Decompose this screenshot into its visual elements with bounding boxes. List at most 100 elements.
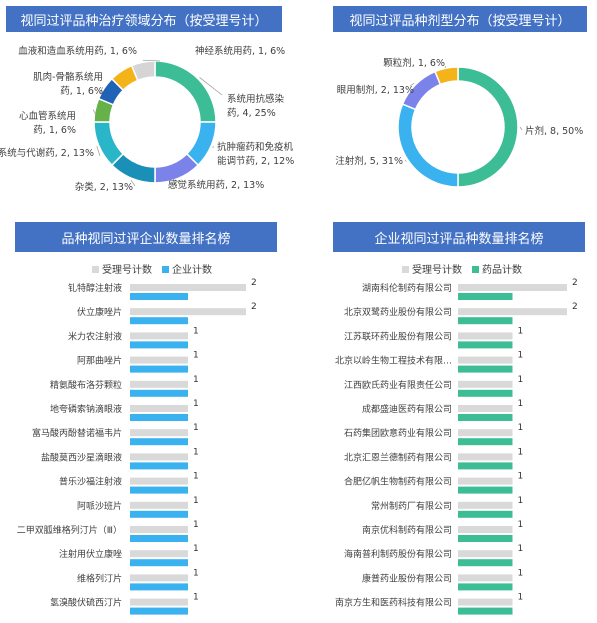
bar3-category-4: 江西欧氏药业有限责任公司 (344, 379, 452, 391)
pie1-label-2-line0: 眼用制剂, 2, 13% (337, 84, 414, 96)
bar2-category-0: 钆特醇注射液 (68, 282, 122, 294)
bar2-data-label-0: 2 (251, 278, 257, 288)
chart-title-dosage-form: 视同过评品种剂型分布（按受理号计） (333, 6, 587, 32)
bar2-data-label-2: 1 (193, 326, 199, 336)
pie0-label-6-line0: 肌肉-骨骼系统用 (33, 71, 103, 83)
bar3-bar-药品计数-0 (458, 293, 513, 300)
bar2-data-label-7: 1 (193, 447, 199, 457)
bar3-bar-受理号计数-11 (458, 550, 513, 558)
chart-title-company-ranking: 企业视同过评品种数量排名榜 (333, 222, 585, 252)
bar2-data-label-10: 1 (193, 520, 199, 530)
bar2-bar-企业计数-11 (130, 559, 188, 567)
bar3-legend-label-1: 药品计数 (482, 263, 522, 276)
pie1-leader-1 (404, 159, 407, 162)
bar3-bar-受理号计数-0 (458, 284, 567, 291)
bar2-bar-受理号计数-4 (130, 380, 188, 388)
bar2-bar-受理号计数-12 (130, 574, 188, 582)
bar3-bar-药品计数-8 (458, 486, 513, 494)
bar3-bar-药品计数-3 (458, 365, 513, 373)
pie0-label-8-line0: 神经系统用药, 1, 6% (195, 45, 285, 57)
bar2-bar-受理号计数-11 (130, 550, 188, 558)
bar2-category-2: 米力农注射液 (68, 330, 122, 342)
pie0-leader-4 (96, 146, 101, 157)
bar3-bar-药品计数-11 (458, 559, 513, 567)
pie1-label-1-line0: 注射剂, 5, 31% (335, 155, 403, 167)
bar3-category-10: 南京优科制药有限公司 (362, 524, 452, 536)
bar3-legend-label-0: 受理号计数 (412, 263, 462, 276)
bar2-bar-受理号计数-1 (130, 308, 246, 316)
bar2-bar-企业计数-1 (130, 317, 188, 325)
bar3-category-5: 成都盛迪医药有限公司 (362, 403, 452, 415)
bar2-category-10: 二甲双胍维格列汀片（Ⅲ） (17, 524, 122, 536)
bar2-category-13: 氢溴酸伏硫西汀片 (50, 597, 122, 609)
bar3-category-0: 湖南科伦制药有限公司 (362, 282, 452, 294)
pie0-label-0-line1: 药, 4, 25% (227, 108, 276, 119)
bar3-bar-药品计数-9 (458, 510, 513, 518)
pie1-leader-3 (444, 66, 447, 69)
bar3-data-label-6: 1 (518, 423, 524, 433)
bar3-legend-swatch-0 (402, 266, 409, 273)
bar2-bar-受理号计数-9 (130, 501, 188, 509)
pie0-leader-3 (130, 180, 136, 187)
pie0-slice-8 (130, 60, 156, 82)
bar3-data-label-1: 2 (572, 302, 578, 312)
bar2-data-label-9: 1 (193, 496, 199, 506)
bar3-category-11: 海南普利制药股份有限公司 (344, 548, 452, 560)
bar2-bar-受理号计数-0 (130, 284, 246, 291)
bar2-legend-swatch-0 (92, 266, 99, 273)
bar3-category-12: 康普药业股份有限公司 (362, 572, 452, 584)
bar3-bar-受理号计数-8 (458, 477, 513, 485)
bar3-bar-受理号计数-12 (458, 574, 513, 582)
bar2-data-label-6: 1 (193, 423, 199, 433)
bar3-bar-药品计数-1 (458, 317, 513, 325)
bar3-category-9: 常州制药厂有限公司 (371, 500, 452, 512)
bar2-data-label-12: 1 (193, 568, 199, 578)
pie0-leader-6 (99, 86, 103, 95)
bar3-category-1: 北京双鹭药业股份有限公司 (344, 306, 452, 318)
bar2-bar-受理号计数-3 (130, 356, 188, 364)
bar2-category-5: 地夸磷索钠滴眼液 (50, 403, 122, 415)
bar3-bar-受理号计数-1 (458, 308, 567, 316)
pie0-label-3-line0: 杂类, 2, 13% (75, 181, 133, 193)
bar3-bar-受理号计数-9 (458, 501, 513, 509)
bar2-bar-企业计数-10 (130, 535, 188, 542)
pie0-leader-8 (142, 59, 161, 62)
bar2-bar-受理号计数-7 (130, 453, 188, 461)
bar3-data-label-2: 1 (518, 326, 524, 336)
bar2-data-label-3: 1 (193, 351, 199, 361)
bar3-data-label-7: 1 (518, 447, 524, 457)
bar3-data-label-4: 1 (518, 375, 524, 385)
pie0-slice-4 (93, 121, 125, 167)
pie0-label-2-line0: 感觉系统用药, 2, 13% (168, 179, 264, 191)
chart-title-therapeutic: 视同过评品种治疗领域分布（按受理号计） (6, 6, 282, 32)
bar2-bar-受理号计数-5 (130, 405, 188, 412)
bar3-data-label-10: 1 (518, 520, 524, 530)
pie1-label-0-line0: 片剂, 8, 50% (525, 125, 583, 137)
pie0-label-5-line0: 心血管系统用 (19, 110, 76, 122)
pie1-leader-0 (519, 126, 523, 131)
pie0-label-0-line0: 系统用抗感染 (227, 93, 285, 105)
pie0-label-6-line1: 药, 1, 6% (60, 86, 103, 97)
bar2-legend-label-0: 受理号计数 (102, 263, 152, 276)
bar2-bar-企业计数-4 (130, 389, 188, 397)
bar3-category-7: 北京汇恩兰德制药有限公司 (344, 451, 452, 463)
bar3-data-label-9: 1 (518, 496, 524, 506)
pie0-label-7-line0: 血液和造血系统用药, 1, 6% (18, 45, 137, 57)
pie1-slice-3 (434, 66, 459, 86)
bar2-bar-企业计数-12 (130, 583, 188, 591)
pie0-label-1-line0: 抗肿瘤药和免疫机 (217, 141, 294, 153)
bar2-category-9: 阿哌沙班片 (77, 500, 122, 512)
bar2-data-label-1: 2 (251, 302, 257, 312)
bar2-category-1: 伏立康唑片 (77, 306, 122, 318)
pie0-leader-0 (199, 77, 223, 96)
bar3-bar-受理号计数-4 (458, 380, 513, 388)
pie0-slice-2 (154, 152, 200, 184)
pie1-leader-2 (409, 82, 415, 87)
bar2-category-3: 阿那曲唑片 (77, 355, 122, 367)
bar3-data-label-11: 1 (518, 544, 524, 554)
bar3-bar-受理号计数-7 (458, 453, 513, 461)
bar3-category-8: 合肥亿帆生物制药有限公司 (344, 476, 452, 488)
bar3-legend-swatch-1 (472, 266, 479, 273)
bar3-category-13: 南京方生和医药科技有限公司 (335, 597, 452, 609)
